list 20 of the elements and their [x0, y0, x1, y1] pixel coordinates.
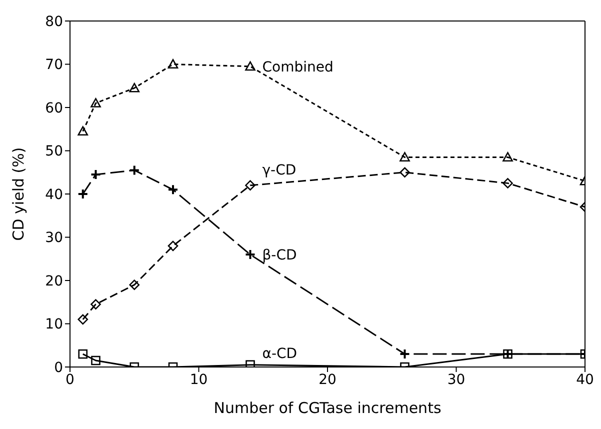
x-axis-title: Number of CGTase increments — [214, 399, 442, 417]
y-tick-label: 0 — [54, 360, 63, 376]
series-label: β-CD — [262, 248, 297, 264]
series-label: Combined — [262, 59, 334, 76]
y-tick-label: 40 — [45, 186, 63, 203]
x-tick-label: 40 — [576, 372, 594, 388]
x-tick-label: 10 — [190, 372, 208, 388]
x-tick-label: 30 — [447, 372, 466, 388]
series-label: γ-CD — [262, 162, 296, 178]
series-label: α-CD — [262, 346, 298, 362]
x-tick-label: 0 — [66, 372, 74, 388]
x-tick-label: 20 — [318, 372, 336, 388]
y-tick-label: 10 — [45, 316, 63, 333]
y-axis-title: CD yield (%) — [9, 147, 28, 241]
y-tick-label: 60 — [45, 100, 63, 116]
y-tick-label: 20 — [45, 273, 63, 290]
y-tick-label: 30 — [45, 230, 63, 246]
y-tick-label: 50 — [45, 144, 63, 160]
y-tick-label: 70 — [45, 57, 63, 74]
y-tick-label: 80 — [45, 14, 63, 30]
